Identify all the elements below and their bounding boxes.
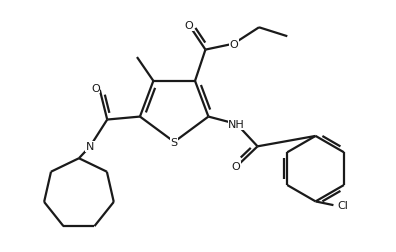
Text: O: O — [229, 40, 238, 49]
Text: O: O — [185, 21, 193, 31]
Text: Cl: Cl — [337, 200, 348, 210]
Text: NH: NH — [228, 119, 245, 130]
Text: S: S — [171, 137, 178, 147]
Text: O: O — [232, 162, 240, 172]
Text: O: O — [91, 83, 100, 93]
Text: N: N — [86, 142, 94, 152]
